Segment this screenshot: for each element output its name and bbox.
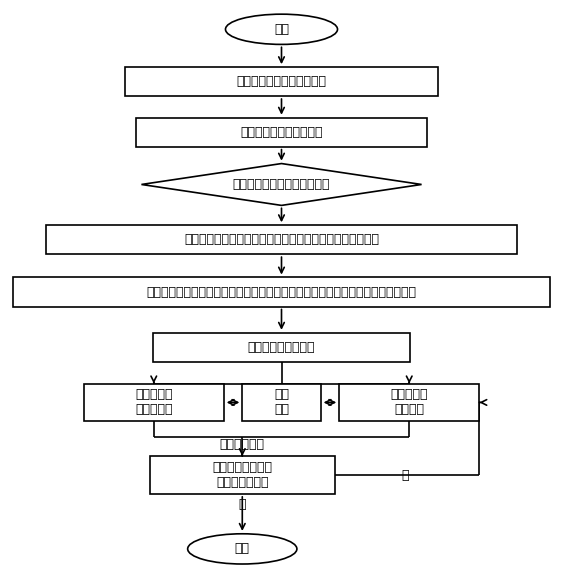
FancyBboxPatch shape <box>339 384 479 421</box>
FancyBboxPatch shape <box>150 456 335 494</box>
FancyBboxPatch shape <box>136 117 427 147</box>
Ellipse shape <box>225 14 338 44</box>
Ellipse shape <box>187 534 297 564</box>
FancyBboxPatch shape <box>124 67 439 96</box>
Text: 三维测量系统: 三维测量系统 <box>220 438 265 451</box>
Text: 利用软件确定激光熔覆和冲击强化的路径，参数，并根据相关参数编写机器人程序: 利用软件确定激光熔覆和冲击强化的路径，参数，并根据相关参数编写机器人程序 <box>146 286 417 298</box>
Text: 对比原始零件，是
否达到尺寸要求: 对比原始零件，是 否达到尺寸要求 <box>212 461 272 489</box>
Text: 扫描受损部位并生成三维模型: 扫描受损部位并生成三维模型 <box>233 178 330 191</box>
Text: 使用专用夹具装夹涡轮盘: 使用专用夹具装夹涡轮盘 <box>240 126 323 138</box>
FancyBboxPatch shape <box>153 333 410 361</box>
Polygon shape <box>141 164 422 206</box>
Text: 清洗并打磨涡轮盘受损部位: 清洗并打磨涡轮盘受损部位 <box>236 75 327 88</box>
Text: 结束: 结束 <box>235 543 250 555</box>
Text: 开始: 开始 <box>274 23 289 36</box>
FancyBboxPatch shape <box>46 225 517 254</box>
Text: 激光短脉冲
冲击锻打: 激光短脉冲 冲击锻打 <box>391 388 428 416</box>
FancyBboxPatch shape <box>12 277 551 307</box>
Text: 扫描得到的三维模型跟原始设计模型对比确定受损区域尺寸: 扫描得到的三维模型跟原始设计模型对比确定受损区域尺寸 <box>184 233 379 246</box>
Text: 同步
进行: 同步 进行 <box>274 388 289 416</box>
Text: 否: 否 <box>401 468 409 482</box>
Text: 是: 是 <box>239 498 246 510</box>
FancyBboxPatch shape <box>84 384 224 421</box>
FancyBboxPatch shape <box>242 384 321 421</box>
Text: 第一次激光冲击强化: 第一次激光冲击强化 <box>248 340 315 354</box>
Text: 激光连续脉
冲熔覆金属: 激光连续脉 冲熔覆金属 <box>135 388 172 416</box>
